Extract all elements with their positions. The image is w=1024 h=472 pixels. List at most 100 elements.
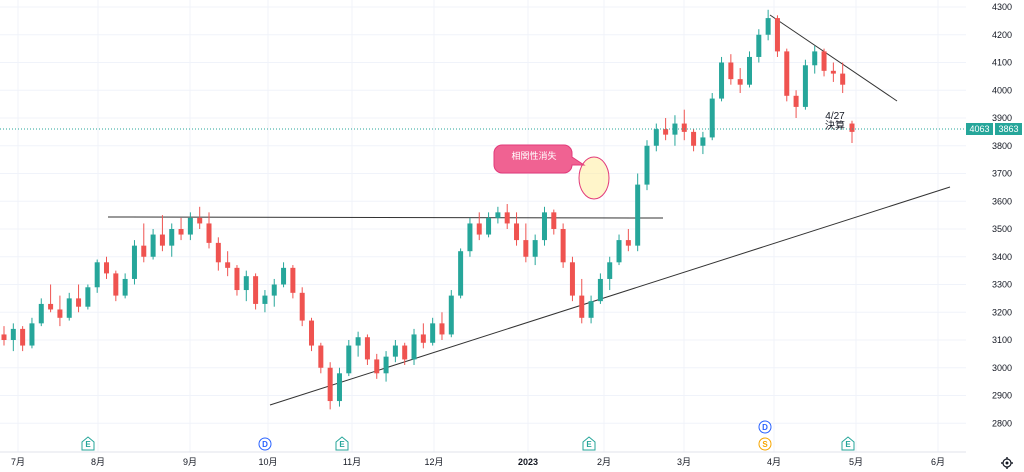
- candle[interactable]: [150, 229, 156, 260]
- earnings-badge[interactable]: E: [81, 436, 95, 451]
- candle[interactable]: [29, 317, 35, 349]
- candle[interactable]: [625, 229, 631, 252]
- candle[interactable]: [374, 353, 380, 379]
- candle[interactable]: [187, 212, 193, 241]
- candle[interactable]: [551, 209, 557, 235]
- candle[interactable]: [495, 206, 501, 224]
- candle[interactable]: [616, 234, 622, 266]
- candle[interactable]: [821, 48, 827, 77]
- dividend-badge[interactable]: D: [258, 437, 272, 451]
- candle[interactable]: [346, 340, 352, 377]
- candle[interactable]: [76, 284, 82, 313]
- candle[interactable]: [234, 265, 240, 296]
- candle[interactable]: [131, 240, 137, 285]
- candle[interactable]: [653, 123, 659, 152]
- earnings-badge[interactable]: E: [582, 436, 596, 451]
- earnings-badge[interactable]: E: [841, 436, 855, 451]
- candle[interactable]: [20, 326, 26, 352]
- candle[interactable]: [504, 204, 510, 229]
- candle[interactable]: [215, 237, 221, 271]
- candle[interactable]: [309, 317, 315, 352]
- candle[interactable]: [38, 298, 44, 327]
- candle[interactable]: [169, 223, 175, 257]
- candle[interactable]: [672, 115, 678, 146]
- candle[interactable]: [467, 217, 473, 257]
- candle[interactable]: [66, 292, 72, 321]
- callout-bubble[interactable]: 相関性消失: [493, 144, 586, 174]
- price-axis[interactable]: 4300 4200 4100 4000 3900 3800 3700 3600 3500 3400…: [992, 2, 1012, 428]
- candle[interactable]: [765, 9, 771, 41]
- settings-gear-icon[interactable]: [1001, 457, 1013, 469]
- candle[interactable]: [225, 251, 231, 277]
- candle[interactable]: [486, 212, 492, 238]
- candle[interactable]: [532, 234, 538, 266]
- candle[interactable]: [588, 295, 594, 324]
- candle[interactable]: [402, 342, 408, 365]
- candle[interactable]: [318, 342, 324, 374]
- candle[interactable]: [364, 334, 370, 365]
- candle[interactable]: [728, 54, 734, 85]
- candle[interactable]: [281, 262, 287, 288]
- candle[interactable]: [206, 212, 212, 249]
- candle[interactable]: [10, 323, 16, 352]
- candle[interactable]: [271, 278, 277, 307]
- candle[interactable]: [104, 256, 110, 279]
- candle[interactable]: [812, 45, 818, 74]
- candle[interactable]: [644, 140, 650, 191]
- candle[interactable]: [57, 295, 63, 327]
- split-badge[interactable]: S: [758, 437, 772, 451]
- candle[interactable]: [774, 15, 780, 57]
- candle[interactable]: [85, 284, 91, 310]
- candle[interactable]: [243, 270, 249, 302]
- candle[interactable]: [597, 273, 603, 304]
- earnings-badge[interactable]: E: [335, 436, 349, 451]
- candle[interactable]: [420, 323, 426, 349]
- candle[interactable]: [635, 173, 641, 252]
- candle[interactable]: [94, 259, 100, 293]
- candle[interactable]: [802, 59, 808, 110]
- candle[interactable]: [336, 367, 342, 407]
- candle[interactable]: [355, 331, 361, 357]
- candle[interactable]: [719, 56, 725, 102]
- candle[interactable]: [746, 51, 752, 88]
- candle[interactable]: [784, 48, 790, 102]
- candle[interactable]: [476, 212, 482, 241]
- candle[interactable]: [709, 93, 715, 141]
- candle[interactable]: [663, 118, 669, 141]
- candle[interactable]: [430, 317, 436, 346]
- candle[interactable]: [560, 223, 566, 268]
- candle[interactable]: [569, 256, 575, 302]
- candle[interactable]: [48, 284, 54, 313]
- candle[interactable]: [700, 131, 706, 155]
- candle[interactable]: [607, 256, 613, 291]
- candle[interactable]: [327, 362, 333, 410]
- candle[interactable]: [178, 217, 184, 241]
- time-axis[interactable]: 7月 8月 9月 10月 11月 12月 2023 2月 3月 4月 5月 6月: [11, 457, 945, 467]
- candle[interactable]: [737, 68, 743, 94]
- candle[interactable]: [514, 212, 520, 246]
- candle[interactable]: [448, 290, 454, 338]
- candle[interactable]: [840, 62, 846, 94]
- candle[interactable]: [159, 215, 165, 252]
- candle[interactable]: [458, 248, 464, 299]
- candle[interactable]: [541, 206, 547, 246]
- candle[interactable]: [849, 120, 855, 143]
- candle[interactable]: [122, 273, 128, 299]
- candle[interactable]: [113, 270, 119, 302]
- candle[interactable]: [299, 287, 305, 327]
- candle[interactable]: [830, 62, 836, 82]
- resistance-line[interactable]: [107, 216, 664, 219]
- candle[interactable]: [383, 351, 389, 382]
- candle[interactable]: [793, 90, 799, 118]
- candle[interactable]: [197, 206, 203, 229]
- candle[interactable]: [681, 109, 687, 141]
- candle[interactable]: [756, 29, 762, 63]
- dividend-badge[interactable]: D: [758, 420, 772, 434]
- candle[interactable]: [392, 340, 398, 363]
- candle[interactable]: [579, 278, 585, 324]
- candle[interactable]: [691, 129, 697, 152]
- ascending-support-line[interactable]: [269, 186, 951, 406]
- candle[interactable]: [411, 328, 417, 365]
- candle[interactable]: [290, 265, 296, 299]
